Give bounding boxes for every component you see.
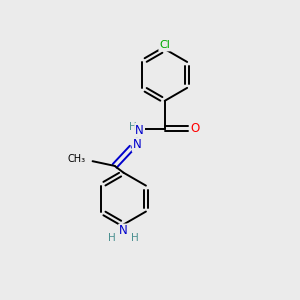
Text: CH₃: CH₃ [68, 154, 86, 164]
Text: N: N [133, 138, 141, 151]
Text: O: O [190, 122, 200, 135]
Text: H: H [131, 233, 139, 243]
Text: Cl: Cl [159, 40, 170, 50]
Text: H: H [129, 122, 137, 132]
Text: H: H [108, 233, 116, 243]
Text: N: N [119, 224, 128, 238]
Text: N: N [135, 124, 144, 137]
